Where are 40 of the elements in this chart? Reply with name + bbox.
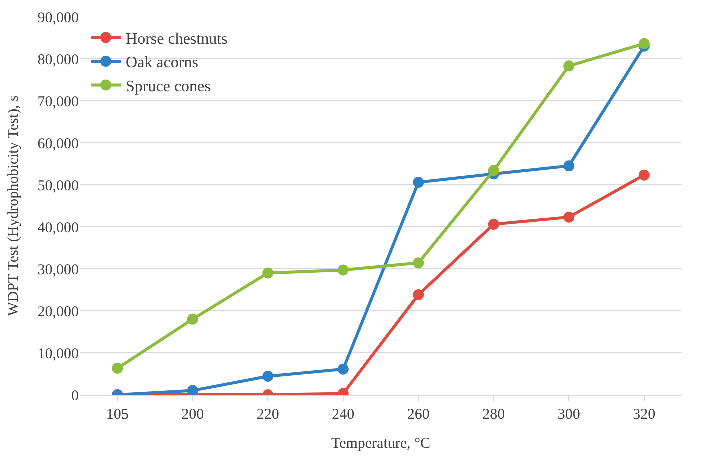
y-axis-title: WDPT Test (Hydrophobicity Test), s bbox=[6, 95, 22, 316]
point bbox=[638, 38, 650, 50]
y-tick-label: 40,000 bbox=[38, 220, 79, 236]
x-tick-label: 320 bbox=[633, 407, 656, 423]
y-tick-label: 10,000 bbox=[38, 346, 79, 362]
x-tick-label: 200 bbox=[182, 407, 204, 423]
legend-label: Oak acorns bbox=[126, 54, 198, 72]
x-tick-label: 220 bbox=[256, 407, 280, 423]
point bbox=[413, 176, 424, 188]
point bbox=[262, 268, 274, 279]
point bbox=[638, 170, 650, 181]
point bbox=[413, 258, 424, 269]
legend-label: Horse chestnuts bbox=[126, 30, 228, 48]
point bbox=[262, 371, 274, 382]
x-tick-label: 300 bbox=[558, 407, 580, 423]
y-tick-label: 80,000 bbox=[38, 52, 79, 68]
y-tick-label: 0 bbox=[72, 388, 79, 404]
y-tick-label: 50,000 bbox=[38, 178, 79, 194]
point bbox=[488, 218, 500, 230]
point bbox=[564, 160, 575, 172]
point bbox=[413, 290, 424, 301]
y-tick-label: 30,000 bbox=[38, 262, 79, 278]
point bbox=[187, 314, 198, 325]
point bbox=[187, 385, 198, 395]
point bbox=[564, 60, 575, 72]
legend-label: Spruce cones bbox=[126, 78, 211, 96]
y-tick-label: 20,000 bbox=[38, 304, 79, 320]
point bbox=[488, 165, 500, 176]
x-tick-label: 240 bbox=[332, 407, 355, 423]
y-tick-label: 60,000 bbox=[38, 136, 79, 152]
x-axis-title: Temperature, °C bbox=[331, 436, 431, 452]
point bbox=[338, 364, 349, 375]
point bbox=[564, 212, 575, 223]
point bbox=[338, 264, 349, 276]
x-tick-label: 260 bbox=[407, 407, 430, 423]
x-tick-label: 105 bbox=[106, 407, 129, 423]
y-tick-label: 90,000 bbox=[38, 10, 79, 26]
point bbox=[112, 363, 124, 374]
x-tick-label: 280 bbox=[482, 407, 506, 423]
y-tick-label: 70,000 bbox=[38, 94, 79, 110]
